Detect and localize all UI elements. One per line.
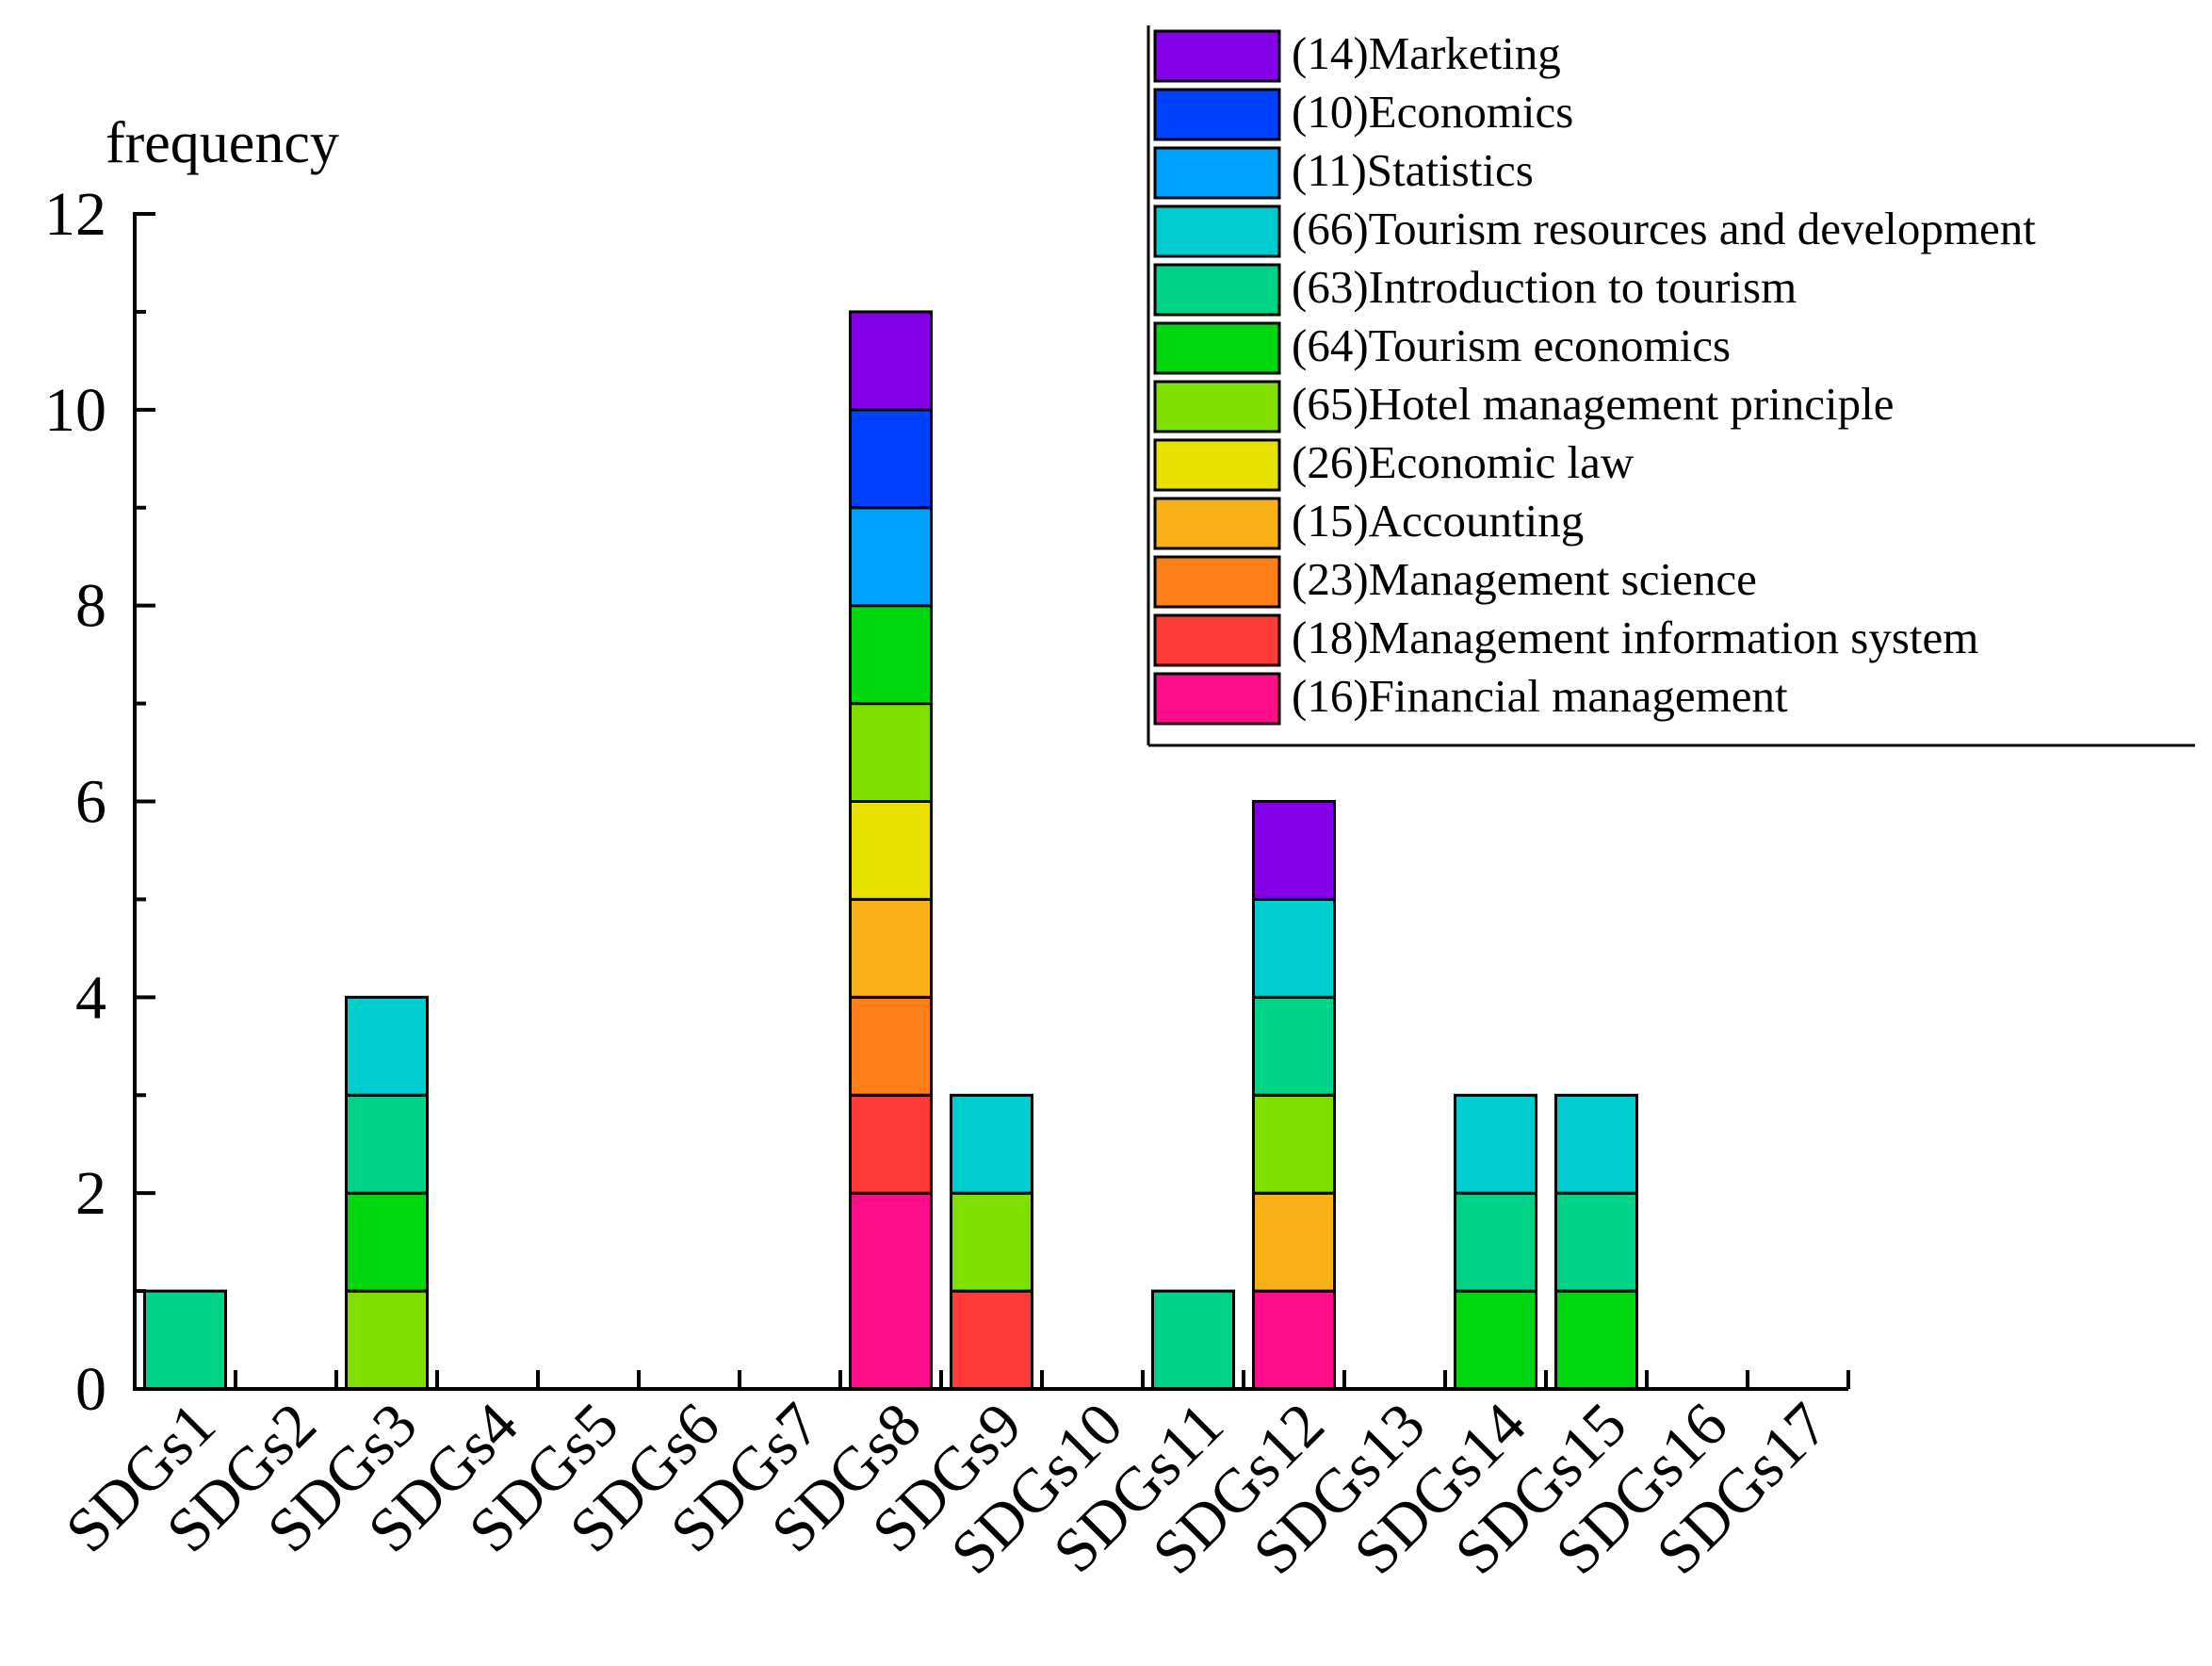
legend-label: (63)Introduction to tourism [1292,261,1797,313]
bar-segment-sdgs3-series-6 [345,1191,429,1293]
bar-segment-sdgs12-series-5 [1252,1093,1336,1195]
bar-segment-sdgs14-series-7 [1454,1191,1537,1293]
bar-segment-sdgs9-series-8 [950,1093,1033,1195]
bar-segment-sdgs3-series-5 [345,1289,429,1391]
bar-segment-sdgs12-series-11 [1252,800,1336,901]
legend: (14)Marketing (10)Economics (11)Statistics… [1147,25,2195,747]
legend-label: (66)Tourism resources and development [1292,203,2036,254]
legend-label: (64)Tourism economics [1292,319,1731,371]
legend-swatch [1153,380,1281,433]
bar-segment-sdgs8-series-2 [849,995,933,1097]
bar-segment-sdgs8-series-11 [849,310,933,412]
legend-label: (11)Statistics [1292,144,1534,196]
bar-segment-sdgs8-series-3 [849,897,933,999]
bar-segment-sdgs15-series-7 [1554,1191,1638,1293]
legend-label: (18)Management information system [1292,612,1978,663]
legend-label: (23)Management science [1292,553,1757,605]
bar-segment-sdgs3-series-8 [345,995,429,1097]
legend-swatch [1153,555,1281,609]
legend-swatch [1153,88,1281,141]
y-tick-label: 8 [75,572,106,641]
legend-label: (65)Hotel management principle [1292,378,1895,430]
legend-swatch [1153,29,1281,83]
bar-segment-sdgs3-series-7 [345,1093,429,1195]
bar-segment-sdgs12-series-7 [1252,995,1336,1097]
bar-segment-sdgs8-series-5 [849,702,933,803]
legend-label: (26)Economic law [1292,436,1635,488]
y-tick-label: 12 [44,180,106,249]
legend-swatch [1153,146,1281,200]
legend-swatch [1153,204,1281,258]
legend-swatch [1153,263,1281,317]
legend-label: (10)Economics [1292,86,1573,138]
bar-segment-sdgs8-series-1 [849,1093,933,1195]
bar-segment-sdgs8-series-0 [849,1191,933,1391]
y-tick-label: 4 [75,963,106,1032]
legend-label: (16)Financial management [1292,670,1788,722]
bar-segment-sdgs9-series-5 [950,1191,1033,1293]
bar-segment-sdgs11-series-7 [1151,1289,1235,1391]
y-tick-label: 0 [75,1355,106,1424]
bar-segment-sdgs1-series-7 [143,1289,227,1391]
bar-segment-sdgs8-series-9 [849,506,933,608]
y-axis-label: frequency [106,111,339,175]
bar-segment-sdgs12-series-3 [1252,1191,1336,1293]
legend-swatch [1153,497,1281,550]
y-tick-label: 10 [44,376,106,445]
y-tick-label: 6 [75,768,106,837]
bar-segment-sdgs9-series-1 [950,1289,1033,1391]
bar-segment-sdgs14-series-8 [1454,1093,1537,1195]
bars-group [143,310,1638,1391]
legend-swatch [1153,321,1281,375]
legend-swatch [1153,672,1281,726]
bar-segment-sdgs14-series-6 [1454,1289,1537,1391]
legend-label: (14)Marketing [1292,27,1561,79]
bar-segment-sdgs12-series-8 [1252,897,1336,999]
bar-segment-sdgs8-series-10 [849,408,933,510]
bar-segment-sdgs8-series-6 [849,604,933,706]
legend-label: (15)Accounting [1292,495,1584,547]
legend-swatch [1153,613,1281,667]
bar-segment-sdgs15-series-8 [1554,1093,1638,1195]
legend-swatch [1153,438,1281,492]
bar-segment-sdgs8-series-4 [849,800,933,901]
y-tick-label: 2 [75,1159,106,1228]
bar-segment-sdgs12-series-0 [1252,1289,1336,1391]
bar-segment-sdgs15-series-6 [1554,1289,1638,1391]
